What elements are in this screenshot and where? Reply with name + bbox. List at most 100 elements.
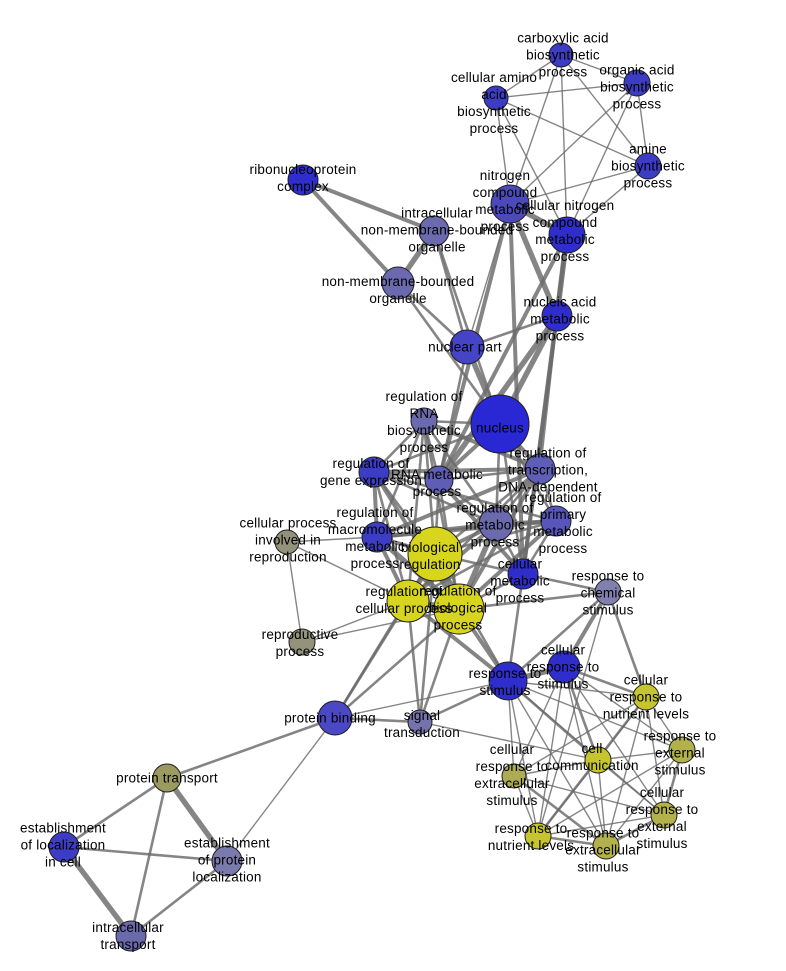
- node-rtdd[interactable]: [524, 453, 556, 485]
- edge-rrbp-rmp: [422, 420, 498, 525]
- node-pt[interactable]: [152, 763, 182, 793]
- edge-elc-epl: [63, 845, 228, 863]
- node-cc[interactable]: [584, 746, 612, 774]
- node-it[interactable]: [115, 920, 147, 952]
- node-cpir[interactable]: [274, 529, 300, 555]
- node-rtexs[interactable]: [592, 832, 620, 860]
- edge-pt-elc: [63, 776, 168, 849]
- node-crts[interactable]: [547, 650, 581, 684]
- node-cmp[interactable]: [507, 558, 539, 590]
- edge-rge-rtdd: [373, 467, 541, 474]
- node-rnp[interactable]: [287, 164, 319, 196]
- edge-rts-rtnl: [507, 680, 539, 837]
- edge-rtcs-rtnl: [537, 591, 609, 837]
- edge-abp-ncmp: [509, 165, 649, 205]
- edge-caabp-abp: [495, 97, 649, 167]
- edge-pt-it: [129, 777, 169, 937]
- edge-crexs-crexts: [513, 775, 665, 816]
- edge-rts-rtcs: [507, 591, 609, 682]
- edge-caba-ncmp: [509, 54, 562, 205]
- edge-pt-epl: [164, 776, 230, 863]
- node-rtnl[interactable]: [524, 822, 552, 850]
- node-crexs[interactable]: [501, 763, 527, 789]
- edge-rtes-rtnl: [537, 749, 683, 837]
- edge-rtdd-rmmp: [376, 467, 541, 539]
- edge-cpir-rp: [286, 541, 303, 643]
- node-bioreg[interactable]: [407, 526, 463, 582]
- edge-layer: [61, 54, 684, 938]
- node-nmbo[interactable]: [381, 266, 415, 300]
- edge-cc-rtnl: [537, 759, 599, 837]
- edge-rnp-inmbo: [302, 178, 435, 233]
- node-rcp[interactable]: [386, 579, 430, 623]
- edge-epl-it: [130, 859, 228, 938]
- node-rtcs[interactable]: [594, 578, 622, 606]
- edge-oabp-ncmp: [509, 82, 638, 205]
- node-st[interactable]: [407, 709, 433, 735]
- edge-cc-crexs: [513, 759, 599, 777]
- edge-crts-rtes: [563, 666, 683, 751]
- node-npart[interactable]: [449, 329, 485, 365]
- edge-rpmp-rmmp: [376, 519, 557, 539]
- edge-caba-cncmp: [560, 54, 568, 236]
- edge-rrbp-rcp: [406, 420, 426, 602]
- node-cncmp[interactable]: [548, 216, 586, 254]
- node-rtes[interactable]: [668, 736, 696, 764]
- edge-caba-abp: [560, 54, 649, 167]
- edge-crts-crexts: [563, 666, 665, 816]
- edge-pb-epl: [226, 717, 336, 862]
- edge-rnp-nmbo: [301, 178, 400, 285]
- edge-namp-ncmp: [507, 202, 560, 318]
- edge-caba-caabp: [495, 54, 562, 99]
- node-caba[interactable]: [548, 42, 574, 68]
- node-rpmp[interactable]: [540, 505, 572, 537]
- edge-rnamp-rtdd: [438, 467, 541, 482]
- edge-rbp-pb: [334, 608, 460, 719]
- node-ncmp[interactable]: [490, 184, 530, 224]
- edge-rtcs-crnl: [606, 591, 648, 698]
- edge-oabp-abp: [636, 82, 649, 167]
- node-caabp[interactable]: [483, 85, 509, 111]
- node-layer: [48, 42, 696, 952]
- node-rbp[interactable]: [433, 583, 485, 635]
- edge-crts-cc: [562, 666, 600, 761]
- edge-crnl-crexts: [645, 696, 665, 816]
- node-rnamp[interactable]: [424, 465, 454, 495]
- node-oabp[interactable]: [623, 69, 651, 97]
- edge-crnl-rtexs: [605, 696, 647, 847]
- edge-rge-rmp: [373, 470, 497, 526]
- node-epl[interactable]: [211, 845, 243, 877]
- edge-crnl-crexs: [513, 696, 647, 777]
- edge-oabp-caabp: [495, 82, 638, 99]
- node-namp[interactable]: [541, 300, 573, 332]
- edge-cncmp-cmp: [521, 234, 569, 575]
- edge-rts-crnl: [507, 680, 647, 698]
- edge-oabp-cncmp: [566, 82, 638, 236]
- edge-elc-it: [61, 845, 134, 938]
- node-crexts[interactable]: [650, 801, 678, 829]
- edge-cc-crexts: [597, 759, 665, 816]
- node-rp[interactable]: [288, 628, 316, 656]
- edge-rcp-cpir: [286, 541, 409, 602]
- node-rge[interactable]: [358, 456, 390, 488]
- node-rmp[interactable]: [478, 506, 514, 542]
- node-inmbo[interactable]: [418, 215, 450, 247]
- edge-cc-st: [419, 721, 599, 761]
- node-abp[interactable]: [634, 152, 662, 180]
- node-elc[interactable]: [48, 831, 80, 863]
- node-rrbp[interactable]: [410, 407, 438, 435]
- edge-crts-crexs: [513, 666, 565, 777]
- node-pb[interactable]: [317, 700, 353, 736]
- edge-crexs-rtexs: [513, 774, 607, 848]
- node-crnl[interactable]: [632, 683, 660, 711]
- node-nucleus[interactable]: [470, 394, 530, 454]
- edge-rts-rtexs: [507, 680, 607, 847]
- node-rmmp[interactable]: [361, 521, 393, 553]
- edge-pb-pt: [166, 716, 336, 780]
- node-rts[interactable]: [488, 661, 528, 701]
- edge-cc-rtexs: [597, 759, 607, 847]
- edge-rbp-rp: [301, 608, 460, 643]
- edge-caabp-cncmp: [495, 97, 568, 236]
